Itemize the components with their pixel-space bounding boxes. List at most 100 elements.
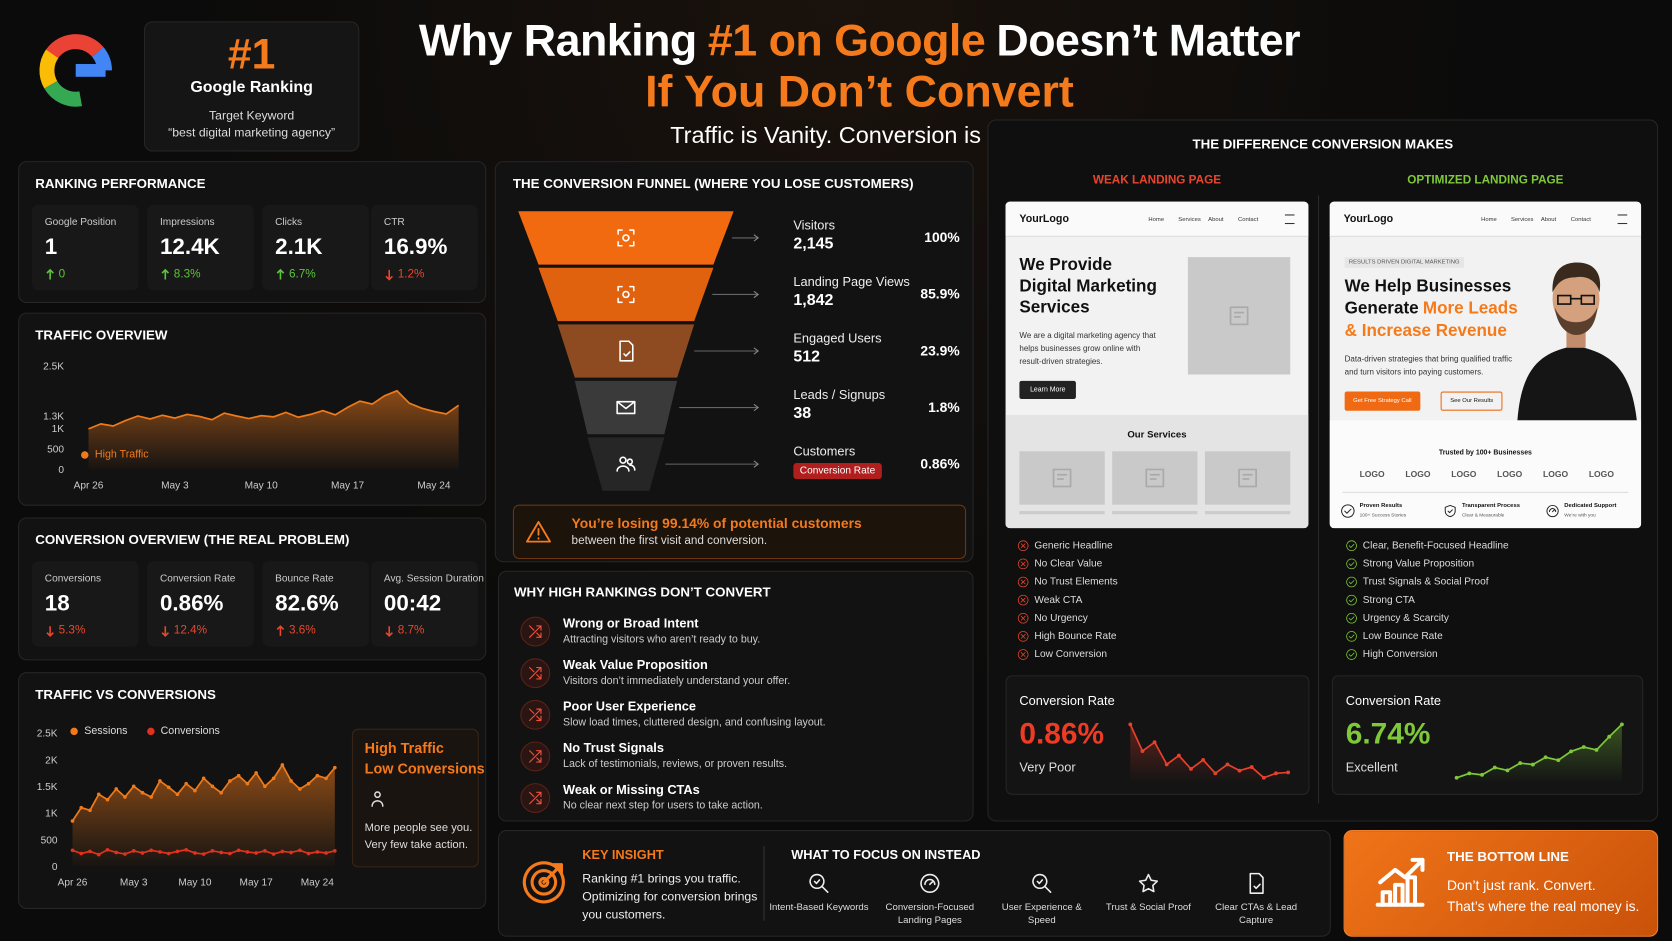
sparkline-point	[1505, 768, 1510, 773]
chart-title: TRAFFIC VS CONVERSIONS	[35, 687, 216, 703]
arrow	[161, 268, 170, 280]
connector-head	[753, 234, 760, 242]
point	[79, 851, 84, 856]
rank-label: Google Ranking	[190, 77, 313, 97]
logo-placeholder: LOGO	[1451, 469, 1477, 480]
headline-highlight: More Leads & Increase Revenue	[1344, 299, 1518, 341]
point	[193, 851, 197, 855]
reason-text: No clear next step for users to take act…	[563, 800, 763, 812]
icon-path	[529, 666, 542, 680]
mockup-headline: We Provide Digital Marketing Services	[1019, 256, 1157, 317]
trend-arrow	[46, 626, 54, 637]
point	[88, 849, 92, 854]
point	[149, 848, 154, 853]
trust-bg	[1329, 420, 1642, 529]
sparkline-point	[1581, 745, 1586, 749]
icon	[529, 750, 542, 763]
sparkline-area	[1130, 724, 1289, 784]
icon	[616, 400, 636, 415]
mockup-button: Learn More	[1019, 380, 1077, 400]
icon	[1017, 540, 1029, 551]
icon-path	[542, 863, 563, 884]
point	[271, 776, 276, 781]
logo-arc	[44, 34, 104, 61]
x-tick-label: May 10	[178, 878, 212, 889]
callout-text: Very few take action.	[364, 838, 469, 852]
callout: High Traffic Low Conversions More people s…	[351, 728, 485, 868]
trust-title: Transparent Process	[1461, 502, 1520, 509]
stage-count: 1,842	[793, 291, 834, 310]
sparkline-point	[1225, 762, 1230, 767]
rate-card: Conversion Rate 0.86% Very Poor	[1005, 675, 1310, 795]
keyword: “best digital marketing agency”	[168, 126, 336, 140]
mockup-logo: YourLogo	[1343, 213, 1394, 226]
metric-tile: Bounce Rate 82.6% 3.6%	[262, 561, 369, 647]
icon	[1238, 468, 1257, 488]
icon-path	[1348, 652, 1355, 657]
mockup-text: Data-driven strategies that bring qualif…	[1344, 354, 1513, 377]
point	[158, 850, 162, 854]
trusted: Trusted by 100+ Businesses	[1438, 449, 1532, 457]
icon-path	[1036, 879, 1052, 893]
icon-path	[1017, 612, 1029, 624]
callout-text: More people see you.	[364, 821, 473, 835]
arrow	[385, 626, 393, 637]
sparkline-point	[1274, 771, 1278, 776]
icon	[1017, 594, 1029, 606]
insight-card: KEY INSIGHT Ranking #1 brings you traffic…	[497, 830, 1331, 937]
funnel	[518, 211, 760, 491]
y-tick-label: 0	[52, 862, 58, 873]
focus-item: Trust & Social Proof	[1105, 901, 1191, 913]
point	[131, 849, 136, 853]
rate-value: 6.74%	[1345, 716, 1431, 751]
icon-path	[1447, 509, 1453, 514]
sparkline-point	[1480, 772, 1484, 777]
point	[201, 852, 206, 856]
rank: #1	[227, 30, 276, 78]
icon-path	[626, 458, 636, 471]
metric-tile: Clicks 2.1K 6.7%	[262, 204, 369, 291]
column-label: WEAK LANDING PAGE	[1092, 173, 1222, 187]
sparkline-point	[1140, 749, 1145, 754]
image-placeholder	[1019, 451, 1105, 505]
point	[315, 850, 320, 854]
legend: Sessions Conversions	[70, 725, 220, 737]
icon-path	[1341, 504, 1355, 518]
x-tick-label: May 17	[240, 878, 274, 889]
metric-change: 8.7%	[397, 624, 425, 637]
checklist-item: Clear, Benefit-Focused Headline	[1362, 539, 1509, 552]
headline-start: We Help Businesses Generate	[1344, 277, 1512, 318]
metric-value: 0.86%	[159, 591, 224, 616]
focus-title: WHAT TO FOCUS ON INSTEAD	[791, 847, 981, 863]
checklist-item: Generic Headline	[1034, 539, 1113, 552]
image-placeholder	[1187, 257, 1291, 375]
stage-percent: 100%	[924, 229, 960, 246]
point	[210, 784, 215, 789]
reason-icon	[520, 658, 551, 689]
mockup-text: We are a digital marketing agency that h…	[1019, 330, 1156, 366]
stage-name: Customers	[793, 443, 856, 459]
funnel-stage	[557, 324, 695, 378]
y-tick-label: 2.5K	[43, 362, 64, 373]
funnel-stage	[587, 437, 665, 491]
checklist-item: Low Conversion	[1034, 648, 1107, 661]
mockup-nav: About	[1540, 216, 1557, 223]
point	[333, 849, 337, 853]
icon-path	[1233, 311, 1245, 318]
point	[228, 779, 232, 783]
icon-path	[1229, 306, 1249, 326]
icon-path	[1348, 561, 1355, 566]
point	[114, 787, 119, 791]
x-tick-label: May 17	[331, 481, 365, 492]
callout-line: Low Conversions	[364, 760, 485, 777]
logo-placeholder: LOGO	[1588, 469, 1614, 480]
icon-path	[1346, 612, 1357, 624]
conversion-overview: CONVERSION OVERVIEW (THE REAL PROBLEM) Co…	[18, 517, 487, 661]
point	[166, 785, 171, 790]
sparkline-point	[1201, 758, 1206, 762]
icon-path	[617, 285, 635, 304]
reason-icon	[520, 741, 551, 772]
point	[298, 848, 302, 853]
metric-change: 1.2%	[397, 267, 425, 281]
column-label: OPTIMIZED LANDING PAGE	[1407, 173, 1564, 187]
